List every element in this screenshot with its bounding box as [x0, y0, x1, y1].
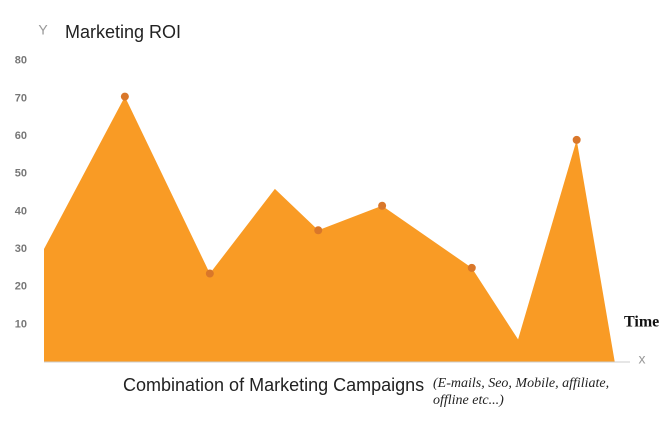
point: [572, 135, 581, 144]
point: [120, 92, 129, 101]
y-tick-label: 40: [15, 205, 27, 217]
y-tick-label: 30: [15, 243, 27, 255]
x-axis-label: Combination of Marketing Campaigns: [123, 375, 424, 395]
y-tick-label: 50: [15, 168, 27, 180]
y-tick-label: 10: [15, 318, 27, 330]
y-tick-label: 60: [15, 130, 27, 142]
y-tick-label: 20: [15, 281, 27, 293]
chart-title: Marketing ROI: [65, 22, 181, 42]
area: [44, 96, 615, 363]
point: [314, 226, 323, 235]
y-axis-letter: Y: [38, 22, 48, 38]
y-tick-label: 70: [15, 92, 27, 104]
y-tick-label: 80: [15, 55, 27, 67]
x-axis-letter: x: [639, 351, 646, 367]
x-label-note: (E-mails, Seo, Mobile, affiliate, offlin…: [433, 376, 610, 408]
x-side-label: Time: [624, 314, 659, 331]
point: [205, 269, 214, 278]
point: [378, 201, 387, 210]
point: [467, 263, 476, 272]
